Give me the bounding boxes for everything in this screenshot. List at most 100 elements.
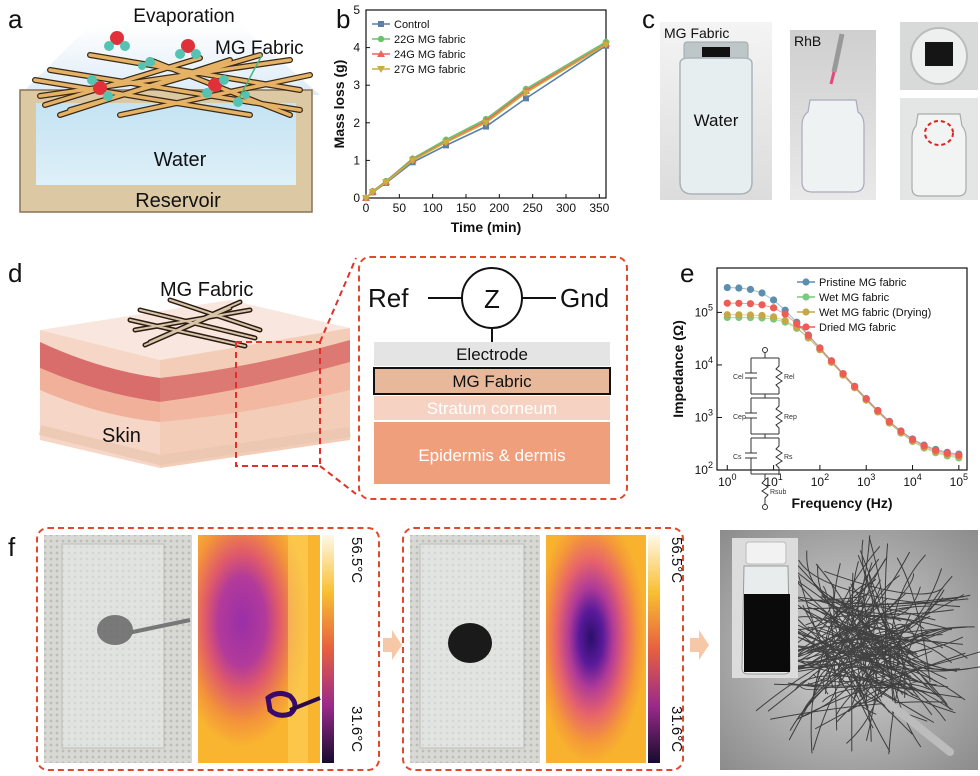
y-tick-label-e: 103 xyxy=(695,407,713,424)
fiber-strand xyxy=(784,561,921,618)
y-tick-label-e: 104 xyxy=(695,355,713,372)
y-axis-label-b: Mass loss (g) xyxy=(331,60,347,149)
fiber-strand xyxy=(796,652,966,720)
panel-label-a: a xyxy=(8,4,23,34)
fabric-fibers xyxy=(32,52,313,118)
x-axis-label-e: Frequency (Hz) xyxy=(791,495,892,511)
x-tick-label-b: 350 xyxy=(589,201,609,215)
temp-high-before: 56.5°C xyxy=(348,537,365,583)
circuit-label: Cep xyxy=(733,414,746,421)
data-point-e xyxy=(908,435,917,444)
fiber-strand xyxy=(794,675,936,695)
panel-label-e: e xyxy=(680,258,695,288)
legend-label-e: Wet MG fabric xyxy=(819,292,890,304)
resistor xyxy=(775,398,783,434)
y-tick-label-b: 1 xyxy=(353,153,360,167)
data-point-e xyxy=(769,296,778,304)
x-tick-label-b: 50 xyxy=(393,201,407,215)
data-point-e xyxy=(839,370,847,378)
fiber-strand xyxy=(786,594,861,698)
fiber-strand xyxy=(815,563,884,703)
x-tick-label-e: 102 xyxy=(811,472,829,489)
fiber-strand xyxy=(867,623,917,677)
resistor xyxy=(775,438,783,474)
temp-high-after: 56.5°C xyxy=(668,537,685,583)
data-point-b xyxy=(602,41,610,49)
legend-marker-e xyxy=(802,278,810,286)
x-axis-label-b: Time (min) xyxy=(451,219,522,235)
data-point-e xyxy=(943,449,951,457)
data-point-b xyxy=(382,179,390,187)
x-tick-label-e: 105 xyxy=(950,472,968,489)
gnd-label: Gnd xyxy=(560,283,609,313)
data-point-e xyxy=(804,331,812,340)
data-point-e xyxy=(781,310,789,318)
circuit-label: Rel xyxy=(784,374,795,381)
legend-label-b: Control xyxy=(394,19,429,31)
legend-label-e: Wet MG fabric (Drying) xyxy=(819,307,931,319)
data-point-b xyxy=(522,89,530,97)
fiber-strand xyxy=(896,557,931,683)
legend-label-b: 22G MG fabric xyxy=(394,34,466,46)
x-tick-label-b: 0 xyxy=(363,201,370,215)
data-point-e xyxy=(735,299,743,307)
data-point-e xyxy=(746,311,755,319)
colorbar-before xyxy=(322,535,334,763)
circuit-node xyxy=(762,504,768,510)
panel-e-impedance-chart: 100 101 102 103 104 105 102 103 104 105 Frequency … xyxy=(670,267,968,511)
colorbar-after xyxy=(648,535,660,763)
data-point-e xyxy=(723,299,731,307)
x-tick-label-b: 250 xyxy=(523,201,543,215)
fiber-strand xyxy=(829,637,935,723)
x-tick-label-b: 150 xyxy=(456,201,476,215)
panel-a-evaporation-schematic: Evaporation MG Fabric Water Reservoir xyxy=(19,6,320,213)
layer-stratum-corneum xyxy=(374,396,610,420)
fiber-strand xyxy=(846,589,891,752)
resistor xyxy=(761,479,769,504)
data-point-e xyxy=(932,446,940,454)
x-tick-label-b: 200 xyxy=(489,201,509,215)
after-inset xyxy=(402,527,684,771)
data-point-e xyxy=(758,311,766,320)
panel-label-d: d xyxy=(8,258,23,288)
fiber-strand xyxy=(800,623,905,717)
data-point-e xyxy=(827,357,836,365)
fiber-strand xyxy=(861,562,980,672)
panel-f-thermal-images: 56.5°C 31.6°C 56.5°C 31.6°C xyxy=(44,530,980,770)
y-tick-label-b: 3 xyxy=(353,78,360,92)
data-point-e xyxy=(897,427,905,435)
fiber-strand xyxy=(812,545,881,702)
data-point-e xyxy=(769,304,778,312)
ref-label: Ref xyxy=(368,283,409,313)
data-point-e xyxy=(885,418,893,426)
arrow-2 xyxy=(690,630,709,660)
fiber-strand xyxy=(822,687,913,703)
x-tick-label-b: 300 xyxy=(556,201,576,215)
data-point-e xyxy=(723,283,731,292)
data-point-e xyxy=(758,289,766,297)
x-tick-label-e: 101 xyxy=(764,472,782,489)
data-point-b xyxy=(482,119,490,127)
fiber-strand xyxy=(851,572,854,752)
z-label: Z xyxy=(484,284,500,314)
data-point-e xyxy=(862,395,870,403)
panel-label-f: f xyxy=(8,532,16,562)
panel-label-c: c xyxy=(642,4,655,34)
mg-fabric-on-skin xyxy=(127,297,263,349)
x-tick-label-e: 100 xyxy=(718,472,736,489)
water-label-c: Water xyxy=(694,111,739,130)
equivalent-circuit-inset: Cel Rel Cep Rep Cs Rs Rsub xyxy=(733,347,797,510)
y-axis-label-e: Impedance (Ω) xyxy=(670,320,686,418)
circuit-label: Rsub xyxy=(770,489,786,496)
temp-low-after: 31.6°C xyxy=(668,706,685,752)
data-point-e xyxy=(758,301,766,309)
fiber-strand xyxy=(853,640,953,699)
data-point-e xyxy=(781,316,789,325)
rhb-label: RhB xyxy=(794,33,821,49)
resistor xyxy=(775,358,783,394)
data-point-b xyxy=(523,95,529,102)
data-point-e xyxy=(746,300,755,308)
data-point-e xyxy=(735,284,743,292)
fiber-strand xyxy=(810,598,969,605)
